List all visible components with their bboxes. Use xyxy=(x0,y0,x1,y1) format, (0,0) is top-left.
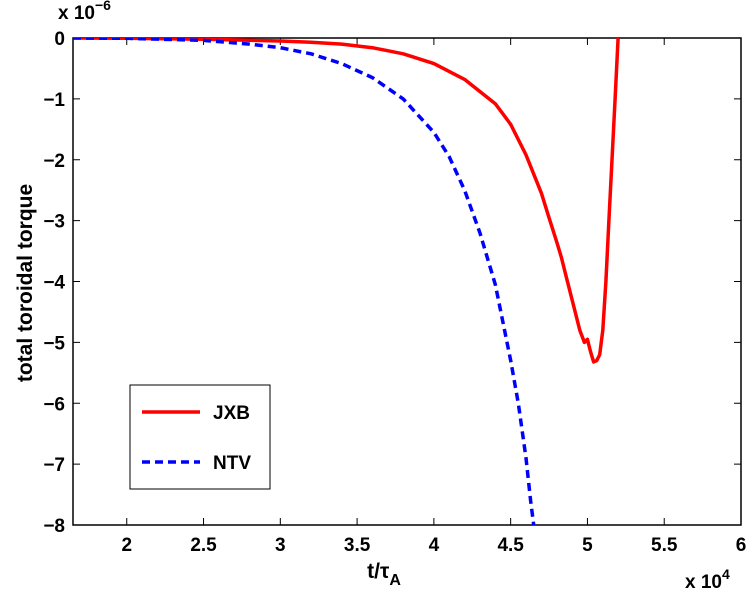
y-tick-label: 0 xyxy=(54,29,65,50)
series-line-ntv xyxy=(73,38,536,525)
x-tick-label: 4 xyxy=(429,535,440,556)
x-axis-label-symbol: τ xyxy=(380,560,390,583)
x-tick-label: 6 xyxy=(736,535,747,556)
x-multiplier-exponent: 4 xyxy=(722,566,730,582)
y-axis-multiplier: x 10−6 xyxy=(58,0,111,24)
y-tick-label: −2 xyxy=(43,151,65,172)
x-axis-label-subscript: A xyxy=(389,572,401,589)
x-tick-label: 2.5 xyxy=(190,535,217,556)
x-tick-label: 3 xyxy=(275,535,286,556)
legend: JXB NTV xyxy=(129,384,271,490)
x-multiplier-base: x 10 xyxy=(685,572,722,593)
y-axis-ticks: 0 −1 −2 −3 −4 −5 −6 −7 −8 xyxy=(43,29,741,537)
y-multiplier-exponent: −6 xyxy=(95,0,111,13)
x-tick-label: 2 xyxy=(121,535,132,556)
x-tick-label: 3.5 xyxy=(344,535,371,556)
y-tick-label: −5 xyxy=(43,333,65,354)
x-axis-label-text: t/ xyxy=(367,560,380,583)
y-tick-label: −4 xyxy=(43,273,65,294)
y-tick-label: −3 xyxy=(43,212,65,233)
legend-label-jxb: JXB xyxy=(213,403,250,424)
x-axis-ticks: 2 2.5 3 3.5 4 4.5 5 5.5 6 xyxy=(121,38,746,556)
x-tick-label: 4.5 xyxy=(497,535,524,556)
x-axis-multiplier: x 104 xyxy=(685,566,730,593)
series-line-jxb xyxy=(73,38,620,364)
y-tick-label: −8 xyxy=(43,516,65,537)
x-tick-label: 5 xyxy=(582,535,593,556)
legend-box xyxy=(129,384,271,490)
x-axis-label: t/τA xyxy=(367,560,401,589)
y-tick-label: −7 xyxy=(43,455,65,476)
series-lines xyxy=(73,38,620,525)
legend-label-ntv: NTV xyxy=(213,453,251,474)
y-tick-label: −1 xyxy=(43,90,65,111)
x-tick-label: 5.5 xyxy=(651,535,678,556)
y-multiplier-base: x 10 xyxy=(58,3,95,24)
y-tick-label: −6 xyxy=(43,394,65,415)
y-axis-label: total toroidal torque xyxy=(14,184,37,382)
